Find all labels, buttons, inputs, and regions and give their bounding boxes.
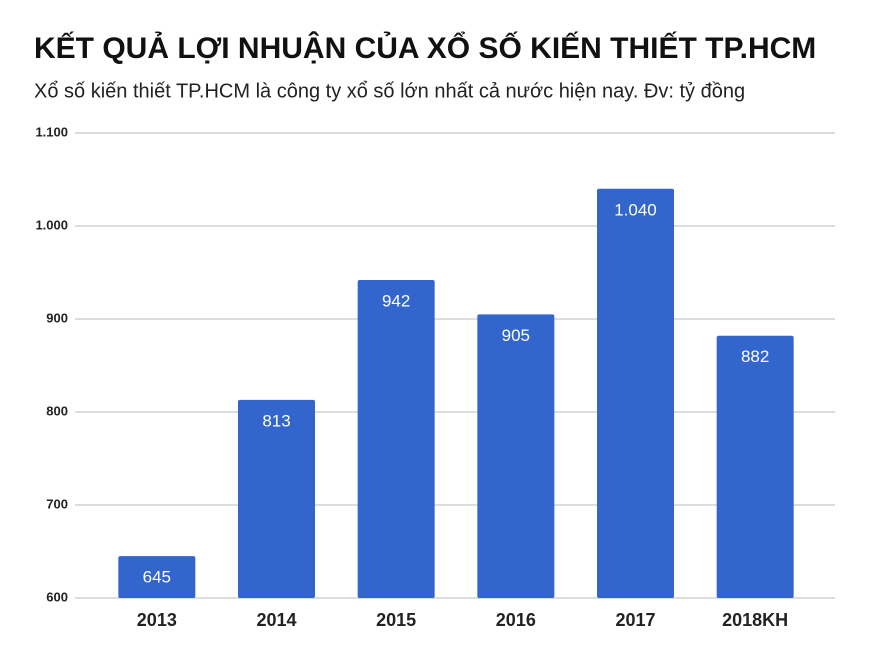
x-tick-label: 2015 xyxy=(376,610,416,630)
x-tick-label: 2013 xyxy=(137,610,177,630)
y-tick-label: 800 xyxy=(46,403,68,418)
value-label: 882 xyxy=(741,347,769,366)
chart-title: KẾT QUẢ LỢI NHUẬN CỦA XỔ SỐ KIẾN THIẾT T… xyxy=(34,31,816,65)
value-label: 813 xyxy=(262,411,290,430)
y-tick-label: 900 xyxy=(46,310,68,325)
x-tick-label: 2016 xyxy=(496,610,536,630)
y-tick-label: 700 xyxy=(46,496,68,511)
bar xyxy=(597,188,674,599)
bar xyxy=(357,279,435,598)
chart-subtitle: Xổ số kiến thiết TP.HCM là công ty xổ số… xyxy=(34,80,745,102)
bar xyxy=(238,399,315,598)
x-tick-label: 2014 xyxy=(256,610,296,630)
bar xyxy=(716,335,794,598)
y-tick-label: 600 xyxy=(46,589,68,604)
value-label: 942 xyxy=(382,291,410,310)
bar xyxy=(477,314,555,598)
value-label: 905 xyxy=(502,326,530,345)
value-label: 1.040 xyxy=(614,200,657,219)
bar xyxy=(118,556,196,598)
y-tick-label: 1.000 xyxy=(35,217,68,232)
x-tick-label: 2017 xyxy=(615,610,655,630)
value-label: 645 xyxy=(143,568,171,587)
x-tick-label: 2018KH xyxy=(722,610,788,630)
y-tick-label: 1.100 xyxy=(35,124,68,139)
